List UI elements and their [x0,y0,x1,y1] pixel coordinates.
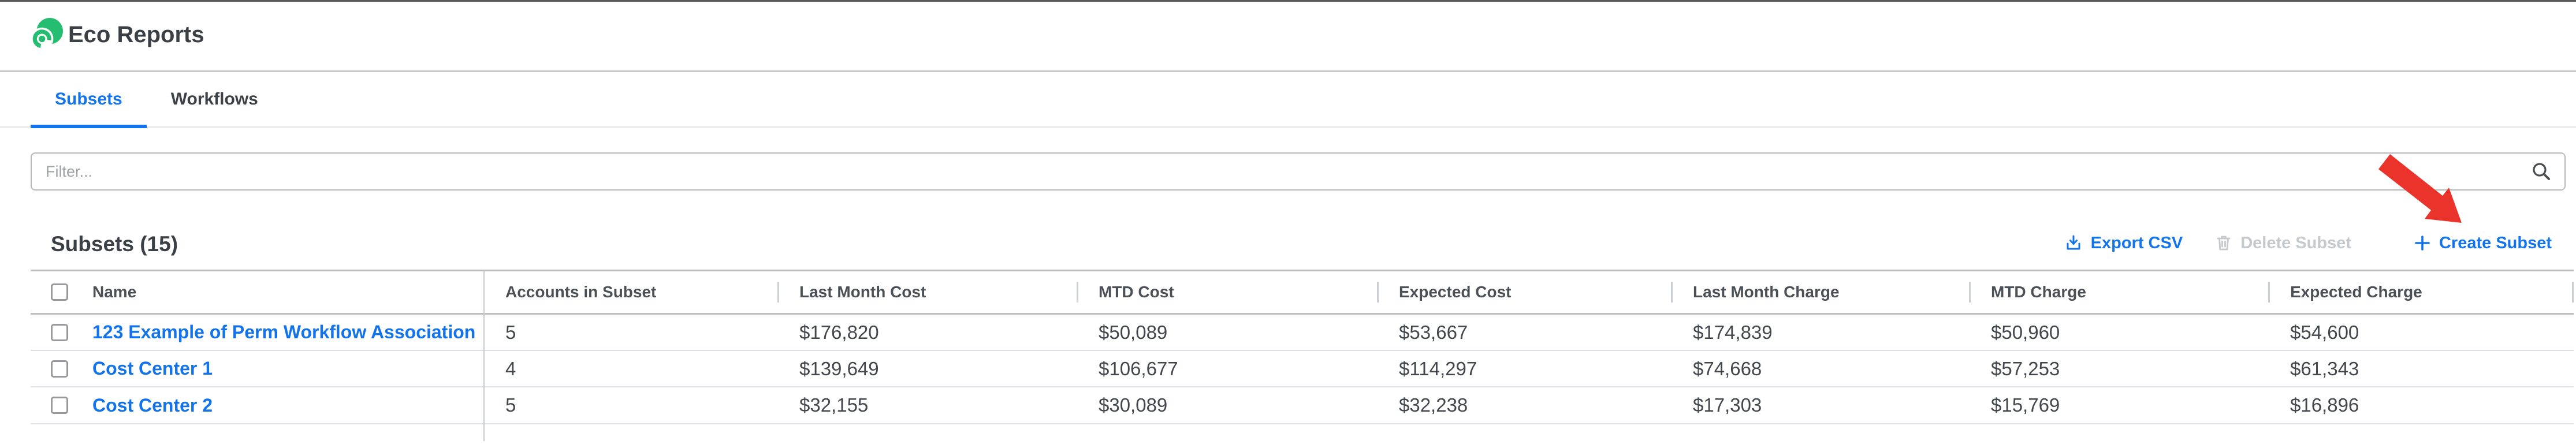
delete-subset-button[interactable]: Delete Subset [2215,234,2351,253]
download-icon [2067,235,2080,250]
accounts-cell: 4 [505,357,516,379]
last-month-cost-cell: $176,820 [799,321,879,343]
expected-charge-cell: $16,896 [2290,394,2359,416]
export-csv-label: Export CSV [2090,233,2183,252]
accounts-cell: 5 [505,321,516,343]
section-heading: Subsets (15) [51,232,178,256]
column-header-accounts[interactable]: Accounts in Subset [505,283,657,301]
create-subset-label: Create Subset [2439,233,2552,252]
column-header-mtd-cost[interactable]: MTD Cost [1077,271,1377,313]
expected-charge-cell: $54,600 [2290,321,2359,343]
tabs-baseline [0,126,2576,128]
filter-bar [31,152,2566,191]
column-header-last-month-cost[interactable]: Last Month Cost [777,271,1077,313]
subset-name-link[interactable]: Cost Center 1 [92,358,213,379]
export-csv-button[interactable]: Export CSV [2064,234,2183,253]
accounts-cell: 5 [505,394,516,416]
subset-name-link[interactable]: Cost Center 2 [92,394,213,416]
select-all-checkbox[interactable] [51,283,68,301]
mtd-charge-cell: $50,960 [1991,321,2060,343]
mtd-cost-cell: $106,677 [1099,357,1178,379]
expected-charge-cell: $61,343 [2290,357,2359,379]
column-header-expected-cost[interactable]: Expected Cost [1377,271,1671,313]
last-month-charge-cell: $74,668 [1693,357,1762,379]
table-row: Cost Center 2 5 $32,155 $30,089 $32,238 … [31,387,2574,424]
column-header-mtd-charge[interactable]: MTD Charge [1969,271,2268,313]
last-month-charge-cell: $17,303 [1693,394,1762,416]
last-month-cost-cell: $32,155 [799,394,869,416]
name-cell: 123 Example of Perm Workflow Association [31,315,483,350]
row-checkbox[interactable] [51,323,68,341]
mtd-cost-cell: $50,089 [1099,321,1168,343]
name-column-divider [483,271,485,441]
row-checkbox[interactable] [51,360,68,378]
search-icon[interactable] [2531,161,2552,182]
window-top-edge [0,0,2576,2]
tab-subsets[interactable]: Subsets [31,73,147,128]
table-actions: Export CSV Delete Subset Create Subset [2064,230,2552,256]
row-checkbox[interactable] [51,397,68,414]
filter-input[interactable] [31,152,2566,191]
name-cell: Cost Center 1 [31,351,483,386]
subset-name-link[interactable]: 123 Example of Perm Workflow Association [92,322,476,342]
last-month-charge-cell: $174,839 [1693,321,1773,343]
create-subset-button[interactable]: Create Subset [2414,234,2552,253]
tab-bar: Subsets Workflows [31,73,282,128]
expected-cost-cell: $53,667 [1399,321,1468,343]
last-month-cost-cell: $139,649 [799,357,879,379]
column-header-name-label: Name [92,283,137,301]
trash-icon [2217,236,2231,251]
header-divider [0,70,2576,72]
name-cell: Cost Center 2 [31,387,483,423]
column-header-last-month-charge[interactable]: Last Month Charge [1671,271,1969,313]
column-header-expected-charge[interactable]: Expected Charge [2268,271,2574,313]
tab-workflows[interactable]: Workflows [170,89,258,109]
eco-logo-icon [31,18,63,50]
table-header-row: Name Accounts in Subset Last Month Cost … [31,271,2574,315]
mtd-cost-cell: $30,089 [1099,394,1168,416]
plus-icon [2415,236,2430,251]
mtd-charge-cell: $15,769 [1991,394,2060,416]
page-title: Eco Reports [68,22,204,47]
mtd-charge-cell: $57,253 [1991,357,2060,379]
expected-cost-cell: $114,297 [1399,357,1477,379]
expected-cost-cell: $32,238 [1399,394,1468,416]
column-header-name[interactable]: Name [31,271,483,313]
delete-subset-label: Delete Subset [2240,233,2351,252]
table-row: 123 Example of Perm Workflow Association… [31,315,2574,351]
table-row: Cost Center 1 4 $139,649 $106,677 $114,2… [31,351,2574,387]
subsets-table: Name Accounts in Subset Last Month Cost … [31,270,2574,448]
